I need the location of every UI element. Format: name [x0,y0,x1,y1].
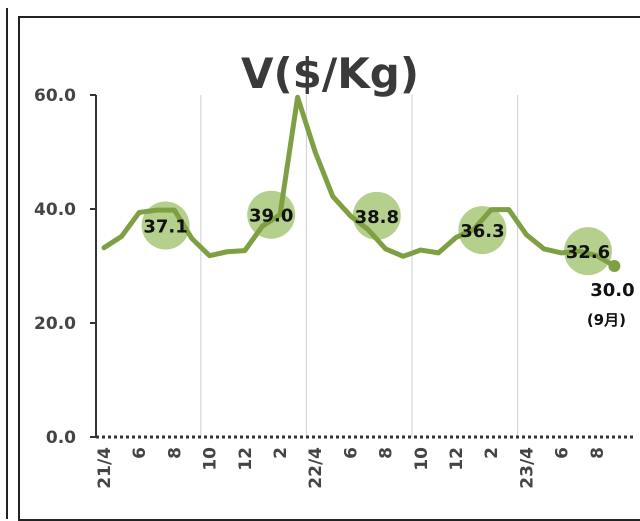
last-point-label: 30.0 [590,280,634,301]
average-label: 36.3 [460,221,504,242]
series-polyline [101,94,617,269]
data-labels: 37.1 39.0 38.8 36.3 32.6 30.0 (9月) [143,206,634,329]
y-tick-label: 20.0 [34,314,76,334]
x-tick-label: 12 [236,447,256,471]
last-point-marker [608,260,621,272]
chart-title: V($/Kg) [241,49,419,98]
x-tick-label: 22/4 [306,447,326,489]
vertical-gridlines [200,95,519,437]
average-bubbles [141,190,612,276]
x-tick-label: 6 [341,447,361,459]
x-tick-label: 6 [553,447,573,459]
x-tick-labels: 21/4 6 8 10 12 2 22/4 6 8 10 12 2 23/4 6 8 [95,447,608,489]
x-tick-label: 2 [482,447,502,459]
x-tick-label: 12 [447,447,467,471]
y-tick-labels: 0.0 20.0 40.0 60.0 [34,86,76,448]
average-label: 38.8 [355,207,399,228]
x-tick-label: 8 [588,447,608,459]
x-tick-label: 8 [165,447,185,459]
y-tick-label: 40.0 [34,200,76,220]
y-tick-label: 60.0 [34,86,76,106]
x-tick-label: 6 [130,447,150,459]
x-tick-label: 10 [201,447,221,471]
x-tick-label: 10 [412,447,432,471]
x-tick-label: 21/4 [95,447,115,489]
x-tick-label: 8 [377,447,397,459]
average-label: 39.0 [249,206,293,227]
axes [90,94,636,439]
left-panel-border [0,8,8,519]
last-point-note: (9月) [587,311,626,329]
average-label: 37.1 [143,217,187,238]
x-tick-label: 23/4 [517,447,537,489]
average-label: 32.6 [566,242,610,263]
y-tick-label: 0.0 [46,428,76,448]
series-line [101,94,621,272]
average-bubble [458,206,507,255]
x-tick-label: 2 [271,447,291,459]
